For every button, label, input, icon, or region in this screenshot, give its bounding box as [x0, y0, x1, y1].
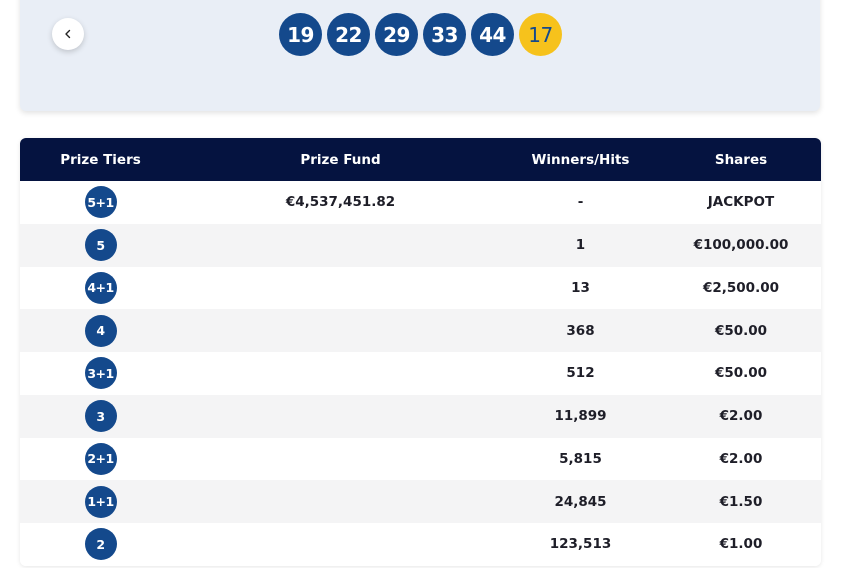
tier-cell: 1+1 — [20, 485, 181, 518]
number-ball: 29 — [375, 13, 418, 56]
table-row: 3+1 512 €50.00 — [20, 352, 821, 395]
table-row: 4 368 €50.00 — [20, 309, 821, 352]
tier-badge: 3 — [84, 400, 117, 433]
tier-badge: 5 — [84, 229, 117, 262]
number-ball: 19 — [279, 13, 322, 56]
winners-cell: 123,513 — [549, 536, 612, 553]
header-winners: Winners/Hits — [531, 151, 630, 168]
number-ball: 22 — [327, 13, 370, 56]
shares-cell: €2.00 — [719, 408, 763, 425]
header-shares: Shares — [714, 151, 768, 168]
shares-cell: €2.00 — [719, 450, 763, 467]
previous-draw-button[interactable] — [52, 18, 84, 50]
shares-cell: €50.00 — [714, 322, 768, 339]
prize-table: Prize Tiers Prize Fund Winners/Hits Shar… — [20, 138, 821, 566]
winners-cell: 1 — [575, 237, 586, 254]
tier-cell: 4+1 — [20, 271, 181, 304]
header-prize-tiers: Prize Tiers — [60, 151, 141, 168]
winners-cell: 13 — [571, 279, 590, 296]
prize-fund-cell: €4,537,451.82 — [285, 194, 396, 211]
tier-cell: 4 — [20, 314, 181, 347]
tier-cell: 2+1 — [20, 442, 181, 475]
winners-cell: 5,815 — [559, 450, 602, 467]
table-header: Prize Tiers Prize Fund Winners/Hits Shar… — [20, 138, 821, 181]
winners-cell: - — [577, 194, 584, 211]
winners-cell: 512 — [566, 365, 595, 382]
winning-numbers: 19 22 29 33 44 17 — [279, 13, 562, 56]
shares-cell: €2,500.00 — [702, 279, 779, 296]
shares-cell: €1.50 — [719, 493, 763, 510]
tier-cell: 5+1 — [20, 186, 181, 219]
table-row: 3 11,899 €2.00 — [20, 394, 821, 438]
tier-badge: 3+1 — [84, 357, 117, 390]
tier-badge: 4+1 — [84, 271, 117, 304]
table-row: 2+1 5,815 €2.00 — [20, 437, 821, 481]
winners-cell: 368 — [566, 322, 595, 339]
table-row: 5 1 €100,000.00 — [20, 223, 821, 267]
shares-cell: JACKPOT — [707, 194, 775, 211]
chevron-left-icon — [65, 29, 71, 39]
number-ball: 44 — [471, 13, 514, 56]
table-body: 5+1 €4,537,451.82 - JACKPOT 5 1 €100,000.00 4+1… — [20, 181, 821, 566]
tier-cell: 2 — [20, 528, 181, 561]
winners-cell: 11,899 — [554, 408, 607, 425]
draw-results-card: 19 22 29 33 44 17 — [20, 0, 820, 111]
header-prize-fund: Prize Fund — [300, 151, 381, 168]
tier-badge: 5+1 — [84, 186, 117, 219]
shares-cell: €50.00 — [714, 365, 768, 382]
tier-cell: 5 — [20, 229, 181, 262]
shares-cell: €1.00 — [719, 536, 763, 553]
tier-badge: 4 — [84, 314, 117, 347]
shares-cell: €100,000.00 — [693, 237, 789, 254]
tier-badge: 1+1 — [84, 485, 117, 518]
tier-badge: 2 — [84, 528, 117, 561]
tier-cell: 3+1 — [20, 357, 181, 390]
number-ball: 33 — [423, 13, 466, 56]
table-row: 1+1 24,845 €1.50 — [20, 480, 821, 523]
table-row: 2 123,513 €1.00 — [20, 523, 821, 566]
table-row: 4+1 13 €2,500.00 — [20, 266, 821, 310]
tier-cell: 3 — [20, 400, 181, 433]
winners-cell: 24,845 — [554, 493, 607, 510]
table-row: 5+1 €4,537,451.82 - JACKPOT — [20, 181, 821, 224]
bonus-ball: 17 — [519, 13, 562, 56]
tier-badge: 2+1 — [84, 442, 117, 475]
